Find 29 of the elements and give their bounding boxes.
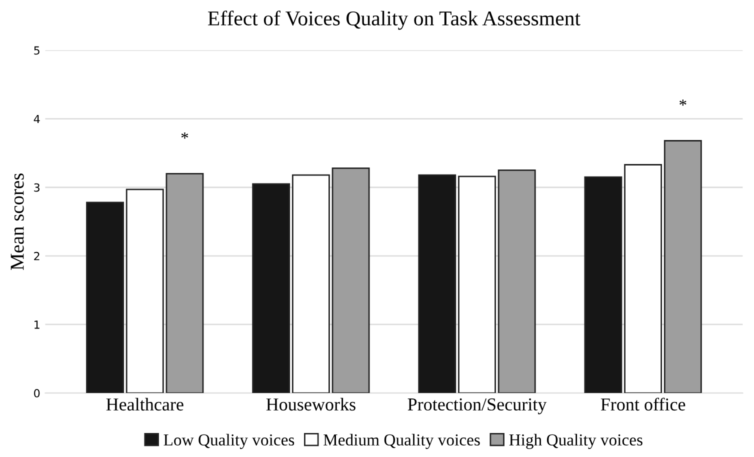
bar [86, 202, 124, 394]
bar [418, 174, 456, 394]
annotation: * [181, 132, 188, 139]
bar [166, 172, 204, 394]
legend-label: Low Quality voices [164, 434, 294, 449]
x-tick-label: Healthcare [106, 398, 184, 411]
y-tick-label: 1 [34, 320, 40, 329]
y-tick-label: 2 [34, 252, 40, 260]
bar [584, 176, 622, 394]
bar [252, 183, 290, 394]
x-tick-label: Protection/Security [408, 398, 547, 414]
y-tick-label: 5 [34, 46, 40, 55]
y-tick-label: 3 [34, 183, 40, 192]
chart-title: Effect of Voices Quality on Task Assessment [208, 10, 580, 30]
annotation: * [680, 100, 686, 106]
bar [458, 176, 496, 394]
bar [624, 164, 662, 394]
y-tick-label: 4 [34, 114, 40, 124]
bar [126, 188, 164, 394]
bar [292, 174, 330, 394]
bar [664, 140, 702, 394]
y-axis-title: Mean scores [10, 173, 24, 270]
legend-label: Medium Quality voices [324, 434, 480, 449]
x-tick-label: Houseworks [266, 398, 356, 411]
legend-label: High Quality voices [509, 434, 642, 449]
bar [332, 167, 370, 394]
x-tick-label: Front office [600, 398, 686, 411]
bar [498, 170, 536, 394]
y-tick-label: 0 [34, 388, 40, 398]
